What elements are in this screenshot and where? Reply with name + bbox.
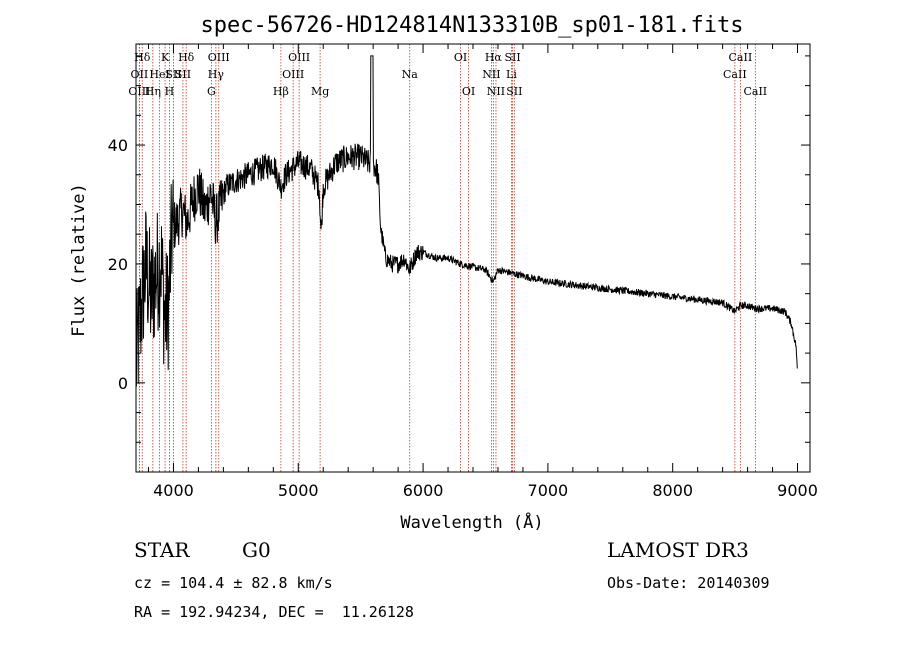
line-label-16: Mg: [311, 85, 329, 98]
axis-ticks: [136, 44, 810, 472]
x-tick-label-4000: 4000: [153, 481, 194, 500]
observation-date: Obs-Date: 20140309: [607, 574, 770, 592]
plot-frame: [135, 43, 811, 473]
line-label-2: OIII: [128, 85, 150, 98]
x-tick-label-9000: 9000: [777, 481, 818, 500]
line-label-5: Hη: [145, 85, 161, 98]
line-label-17: Na: [402, 68, 419, 81]
y-tick-label-0: 0: [118, 374, 128, 393]
line-label-1: OII: [131, 68, 149, 81]
line-label-15: OIII: [282, 68, 304, 81]
line-label-12: G: [207, 85, 216, 98]
line-label-22: NII: [487, 85, 505, 98]
line-label-28: CaII: [743, 85, 767, 98]
line-label-0: Hδ: [134, 51, 151, 64]
line-label-10: OIII: [208, 51, 230, 64]
line-label-27: CaII: [723, 68, 747, 81]
line-label-6: SII: [165, 68, 181, 81]
x-axis-label: Wavelength (Å): [400, 511, 543, 533]
line-label-11: Hγ: [208, 68, 225, 81]
line-label-13: Hβ: [273, 85, 289, 98]
axis-tick-labels: 4000 5000 6000 7000 8000 9000 0 20 40: [108, 136, 818, 500]
line-label-14: OIII: [288, 51, 310, 64]
line-label-18: OI: [454, 51, 467, 64]
y-axis-label: Flux (relative): [69, 183, 89, 337]
line-label-26: CaII: [729, 51, 753, 64]
line-label-7: H: [165, 85, 175, 98]
x-tick-label-7000: 7000: [528, 481, 569, 500]
chart-title: spec-56726-HD124814N133310B_sp01-181.fit…: [200, 13, 743, 38]
x-tick-label-6000: 6000: [403, 481, 444, 500]
object-class: STAR: [134, 538, 190, 562]
line-label-21: NII: [482, 68, 500, 81]
line-label-4: HeI: [149, 68, 169, 81]
line-label-3: K: [161, 51, 170, 64]
line-label-23: SII: [504, 51, 520, 64]
x-tick-label-5000: 5000: [278, 481, 319, 500]
sky-coordinates: RA = 192.94234, DEC = 11.26128: [134, 603, 414, 621]
line-label-9: SII: [175, 68, 191, 81]
line-label-24: Li: [506, 68, 517, 81]
line-label-20: Hα: [485, 51, 503, 64]
line-label-19: OI: [462, 85, 475, 98]
redshift-velocity: cz = 104.4 ± 82.8 km/s: [134, 574, 333, 592]
x-tick-label-8000: 8000: [652, 481, 693, 500]
object-subclass: G0: [242, 538, 271, 562]
y-tick-label-40: 40: [108, 136, 128, 155]
line-label-8: Hδ: [178, 51, 195, 64]
spectrum-series: [135, 55, 798, 387]
survey-name: LAMOST DR3: [607, 538, 749, 562]
y-tick-label-20: 20: [108, 255, 128, 274]
line-label-25: SII: [506, 85, 522, 98]
